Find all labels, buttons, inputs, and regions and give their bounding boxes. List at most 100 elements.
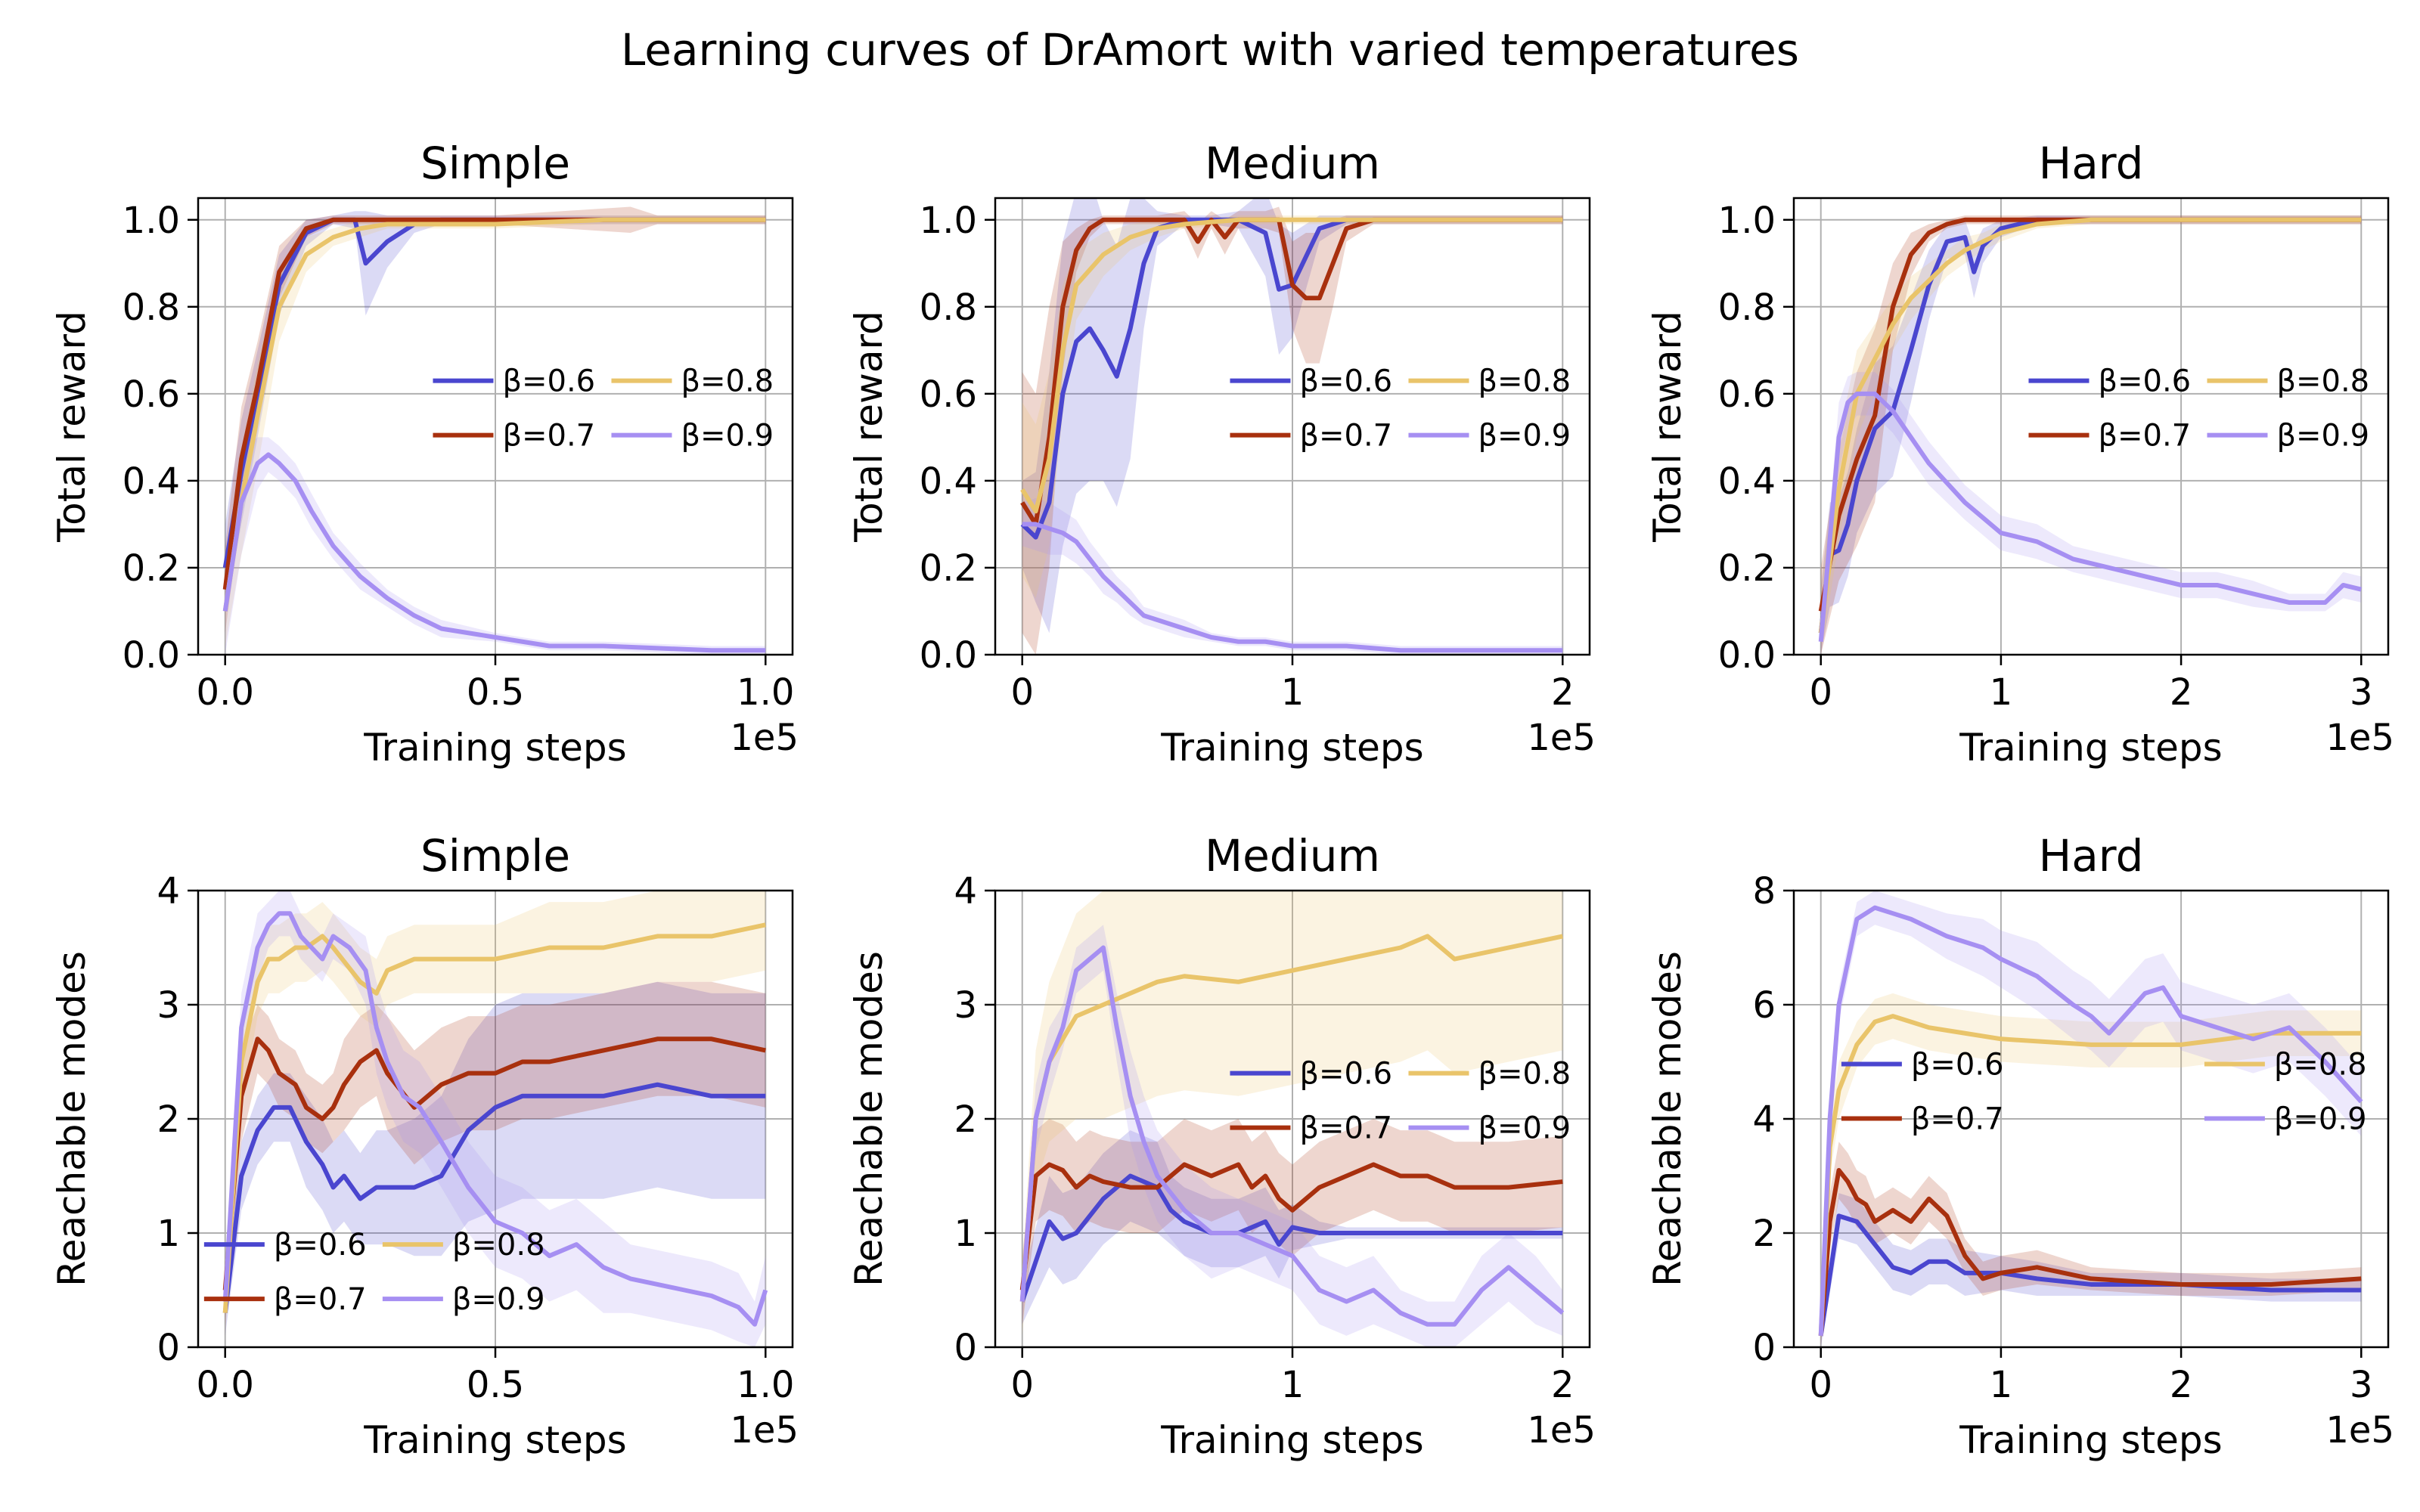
y-tick-label: 0.8 — [920, 287, 977, 329]
x-tick-label: 2 — [1551, 671, 1575, 714]
band-2 — [225, 206, 766, 634]
x-tick-label: 1 — [1990, 671, 2013, 714]
y-tick-label: 1 — [157, 1213, 180, 1255]
series-line-2 — [1019, 1162, 1563, 1290]
plot-area — [1020, 198, 1563, 655]
legend: β=0.6 β=0.7 β=0.8 β=0.9 — [2028, 364, 2369, 454]
subplot-3: 0 1 2 3 0.0 0.2 0.4 0.6 0.8 1.0 Hard Training steps… — [1646, 138, 2394, 770]
x-axis-multiplier: 1e5 — [1527, 717, 1596, 759]
x-axis-label: Training steps — [363, 726, 626, 770]
legend-label-2: β=0.7 — [1299, 419, 1392, 454]
y-tick-label: 0.6 — [920, 373, 977, 416]
band-2 — [1820, 1142, 2362, 1347]
legend-label-2: β=0.7 — [2098, 419, 2191, 454]
legend-label-4: β=0.9 — [2276, 419, 2369, 454]
legend-label-3: β=0.8 — [1478, 364, 1571, 399]
x-tick-label: 2 — [1551, 1364, 1575, 1406]
subplot-title: Hard — [2039, 830, 2144, 881]
y-tick-label: 0.2 — [1718, 547, 1776, 590]
subplot-title: Medium — [1205, 138, 1380, 189]
band-4 — [225, 891, 766, 1347]
legend-label-4: β=0.9 — [1478, 419, 1571, 454]
x-tick-label: 1 — [1281, 671, 1305, 714]
series-line-4 — [222, 452, 766, 653]
legend-label-3: β=0.8 — [681, 364, 774, 399]
y-tick-label: 4 — [954, 870, 977, 912]
band-2 — [225, 981, 766, 1325]
series-line-2 — [222, 1036, 766, 1290]
y-tick-label: 0 — [1752, 1327, 1776, 1369]
y-tick-label: 2 — [157, 1098, 180, 1141]
y-tick-label: 0.0 — [920, 634, 977, 677]
x-axis-label: Training steps — [363, 1418, 626, 1462]
y-tick-label: 3 — [954, 984, 977, 1027]
y-tick-label: 0 — [157, 1327, 180, 1369]
y-tick-label: 0.6 — [1718, 373, 1776, 416]
y-tick-label: 0.2 — [920, 547, 977, 590]
y-tick-label: 0.8 — [1718, 287, 1776, 329]
x-tick-label: 0.5 — [467, 671, 524, 714]
legend-label-4: β=0.9 — [1478, 1111, 1571, 1146]
y-tick-label: 1.0 — [123, 200, 180, 242]
y-tick-label: 0.4 — [1718, 460, 1776, 503]
y-tick-label: 0.8 — [123, 287, 180, 329]
x-tick-label: 3 — [2350, 1364, 2373, 1406]
axes-frame — [1792, 197, 2390, 656]
y-tick-label: 0.6 — [123, 373, 180, 416]
subplot-title: Medium — [1205, 830, 1380, 881]
legend-label-4: β=0.9 — [452, 1282, 545, 1317]
legend: β=0.6 β=0.7 β=0.8 β=0.9 — [1841, 1048, 2367, 1137]
series-line-3 — [1818, 1014, 2362, 1337]
figure-title: Learning curves of DrAmort with varied t… — [621, 24, 1799, 76]
plot-area — [222, 891, 768, 1347]
subplot-1: 0.0 0.5 1.0 0.0 0.2 0.4 0.6 0.8 1.0 Simple Trainin… — [50, 138, 799, 770]
x-tick-label: 0 — [1010, 1364, 1034, 1406]
y-tick-label: 1.0 — [920, 200, 977, 242]
legend-label-2: β=0.7 — [274, 1282, 367, 1317]
y-tick-label: 0.2 — [123, 547, 180, 590]
x-tick-label: 0.0 — [197, 671, 254, 714]
legend-label-1: β=0.6 — [1299, 364, 1392, 399]
y-tick-label: 4 — [157, 870, 180, 912]
plot-area — [1019, 891, 1565, 1347]
legend-label-3: β=0.8 — [452, 1228, 545, 1263]
subplot-title: Hard — [2039, 138, 2144, 189]
band-1 — [225, 981, 766, 1336]
x-axis-multiplier: 1e5 — [730, 1409, 799, 1452]
x-tick-label: 0.5 — [467, 1364, 524, 1406]
subplot-title: Simple — [420, 830, 570, 881]
x-axis-label: Training steps — [1160, 726, 1423, 770]
band-4 — [1022, 497, 1563, 655]
y-tick-label: 0.0 — [123, 634, 180, 677]
legend: β=0.6 β=0.7 β=0.8 β=0.9 — [1230, 1057, 1571, 1146]
x-axis-label: Training steps — [1959, 1418, 2222, 1462]
x-tick-label: 1 — [1281, 1364, 1305, 1406]
band-4 — [1022, 925, 1563, 1347]
y-axis-label: Reachable modes — [1646, 951, 1689, 1287]
y-tick-label: 0.4 — [920, 460, 977, 503]
series-line-3 — [1818, 217, 2362, 634]
series-line-4 — [1019, 945, 1565, 1327]
series-line-3 — [1020, 217, 1563, 514]
legend-label-1: β=0.6 — [274, 1228, 367, 1263]
x-tick-label: 3 — [2350, 671, 2373, 714]
x-tick-label: 0 — [1809, 1364, 1832, 1406]
series-line-1 — [222, 1082, 766, 1314]
series-line-3 — [1019, 934, 1563, 1302]
series-line-3 — [222, 217, 766, 612]
x-tick-label: 0 — [1809, 671, 1832, 714]
plot-area — [1818, 891, 2363, 1347]
subplot-title: Simple — [420, 138, 570, 189]
series-line-4 — [1818, 905, 2363, 1337]
x-tick-label: 2 — [2170, 1364, 2193, 1406]
legend: β=0.6 β=0.7 β=0.8 β=0.9 — [1230, 364, 1571, 454]
subplot-2: 0 1 2 0.0 0.2 0.4 0.6 0.8 1.0 Medium Training step… — [847, 138, 1596, 770]
series-line-4 — [222, 911, 768, 1327]
band-4 — [1820, 891, 2362, 1347]
legend-label-3: β=0.8 — [2274, 1048, 2367, 1083]
subplot-6: 0 1 2 3 0 2 4 6 8 Hard Training steps Reachable mod… — [1646, 830, 2394, 1462]
x-tick-label: 0.0 — [197, 1364, 254, 1406]
y-tick-label: 6 — [1752, 984, 1776, 1027]
x-axis-label: Training steps — [1959, 726, 2222, 770]
